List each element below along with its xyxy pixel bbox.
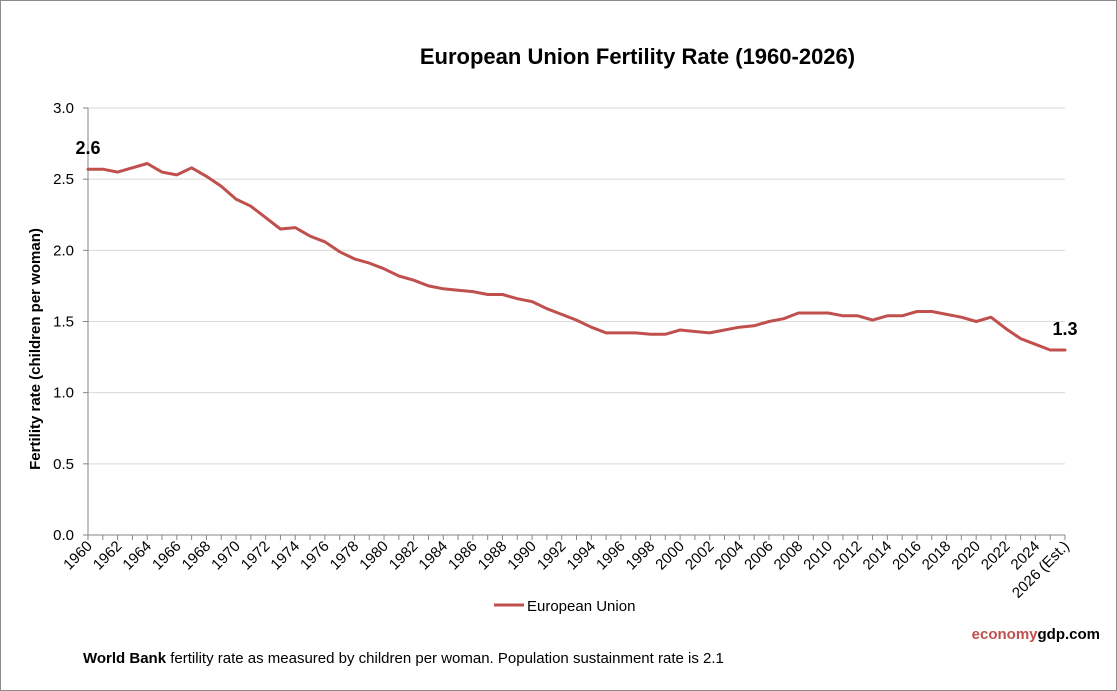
- x-tick-label-2: 1964: [119, 538, 155, 574]
- x-tick-label-17: 1994: [564, 538, 600, 574]
- x-tick-label-14: 1988: [475, 538, 511, 574]
- y-tick-label-2: 1.0: [53, 385, 74, 402]
- x-tick-label-18: 1996: [593, 538, 629, 574]
- x-tick-label-13: 1986: [445, 538, 481, 574]
- axes: [83, 107, 1066, 540]
- legend-label: European Union: [527, 598, 635, 615]
- chart-title: European Union Fertility Rate (1960-2026…: [419, 44, 856, 69]
- y-tick-label-5: 2.5: [53, 171, 74, 188]
- x-tick-label-27: 2014: [860, 538, 896, 574]
- data-annotation-0: 2.6: [75, 138, 100, 158]
- x-tick-label-26: 2012: [830, 538, 866, 574]
- data-annotations: 2.6 1.3: [75, 138, 1077, 339]
- x-tick-label-16: 1992: [534, 538, 570, 574]
- brand-watermark: economygdp.com: [972, 626, 1100, 643]
- x-tick-label-10: 1980: [356, 538, 392, 574]
- x-tick-label-25: 2010: [800, 538, 836, 574]
- x-tick-label-30: 2020: [948, 538, 984, 574]
- series-lines: [86, 162, 1067, 352]
- y-tick-label-4: 2.0: [53, 242, 74, 259]
- y-tick-label-6: 3.0: [53, 100, 74, 117]
- x-tick-label-29: 2018: [919, 538, 955, 574]
- x-tick-label-24: 2008: [771, 538, 807, 574]
- x-tick-label-28: 2016: [889, 538, 925, 574]
- x-tick-labels: 1960196219641966196819701972197419761978…: [60, 538, 1073, 602]
- x-tick-label-21: 2002: [682, 538, 718, 574]
- x-tick-label-31: 2022: [978, 538, 1014, 574]
- x-tick-label-1: 1962: [90, 538, 126, 574]
- footer-source: World Bank: [83, 650, 167, 667]
- y-tick-label-0: 0.0: [53, 527, 74, 544]
- brand-part-1: economy: [971, 626, 1038, 643]
- x-tick-label-5: 1970: [208, 538, 244, 574]
- x-tick-label-3: 1966: [149, 538, 185, 574]
- x-tick-label-12: 1984: [415, 538, 451, 574]
- legend: European Union: [494, 598, 635, 615]
- y-tick-labels: 0.0 0.5 1.0 1.5 2.0 2.5 3.0: [53, 100, 74, 544]
- brand-part-2: gdp.com: [1037, 626, 1101, 643]
- x-tick-label-19: 1998: [623, 538, 659, 574]
- y-tick-label-1: 0.5: [53, 456, 74, 473]
- x-tick-label-7: 1974: [267, 538, 303, 574]
- x-tick-label-6: 1972: [238, 538, 274, 574]
- x-tick-label-4: 1968: [179, 538, 215, 574]
- x-tick-label-23: 2006: [741, 538, 777, 574]
- gridlines: [88, 107, 1065, 465]
- x-tick-label-15: 1990: [504, 538, 540, 574]
- series-line-0: [86, 162, 1067, 352]
- x-tick-label-8: 1976: [297, 538, 333, 574]
- footer-text: fertility rate as measured by children p…: [166, 650, 724, 667]
- x-tick-label-20: 2000: [652, 538, 688, 574]
- footer-note: World Bank fertility rate as measured by…: [83, 650, 724, 667]
- data-annotation-1: 1.3: [1052, 319, 1077, 339]
- y-tick-label-3: 1.5: [53, 314, 74, 331]
- x-tick-label-9: 1978: [327, 538, 363, 574]
- x-tick-label-11: 1982: [386, 538, 422, 574]
- x-tick-label-22: 2004: [712, 538, 748, 574]
- y-axis-label: Fertility rate (children per woman): [27, 228, 44, 470]
